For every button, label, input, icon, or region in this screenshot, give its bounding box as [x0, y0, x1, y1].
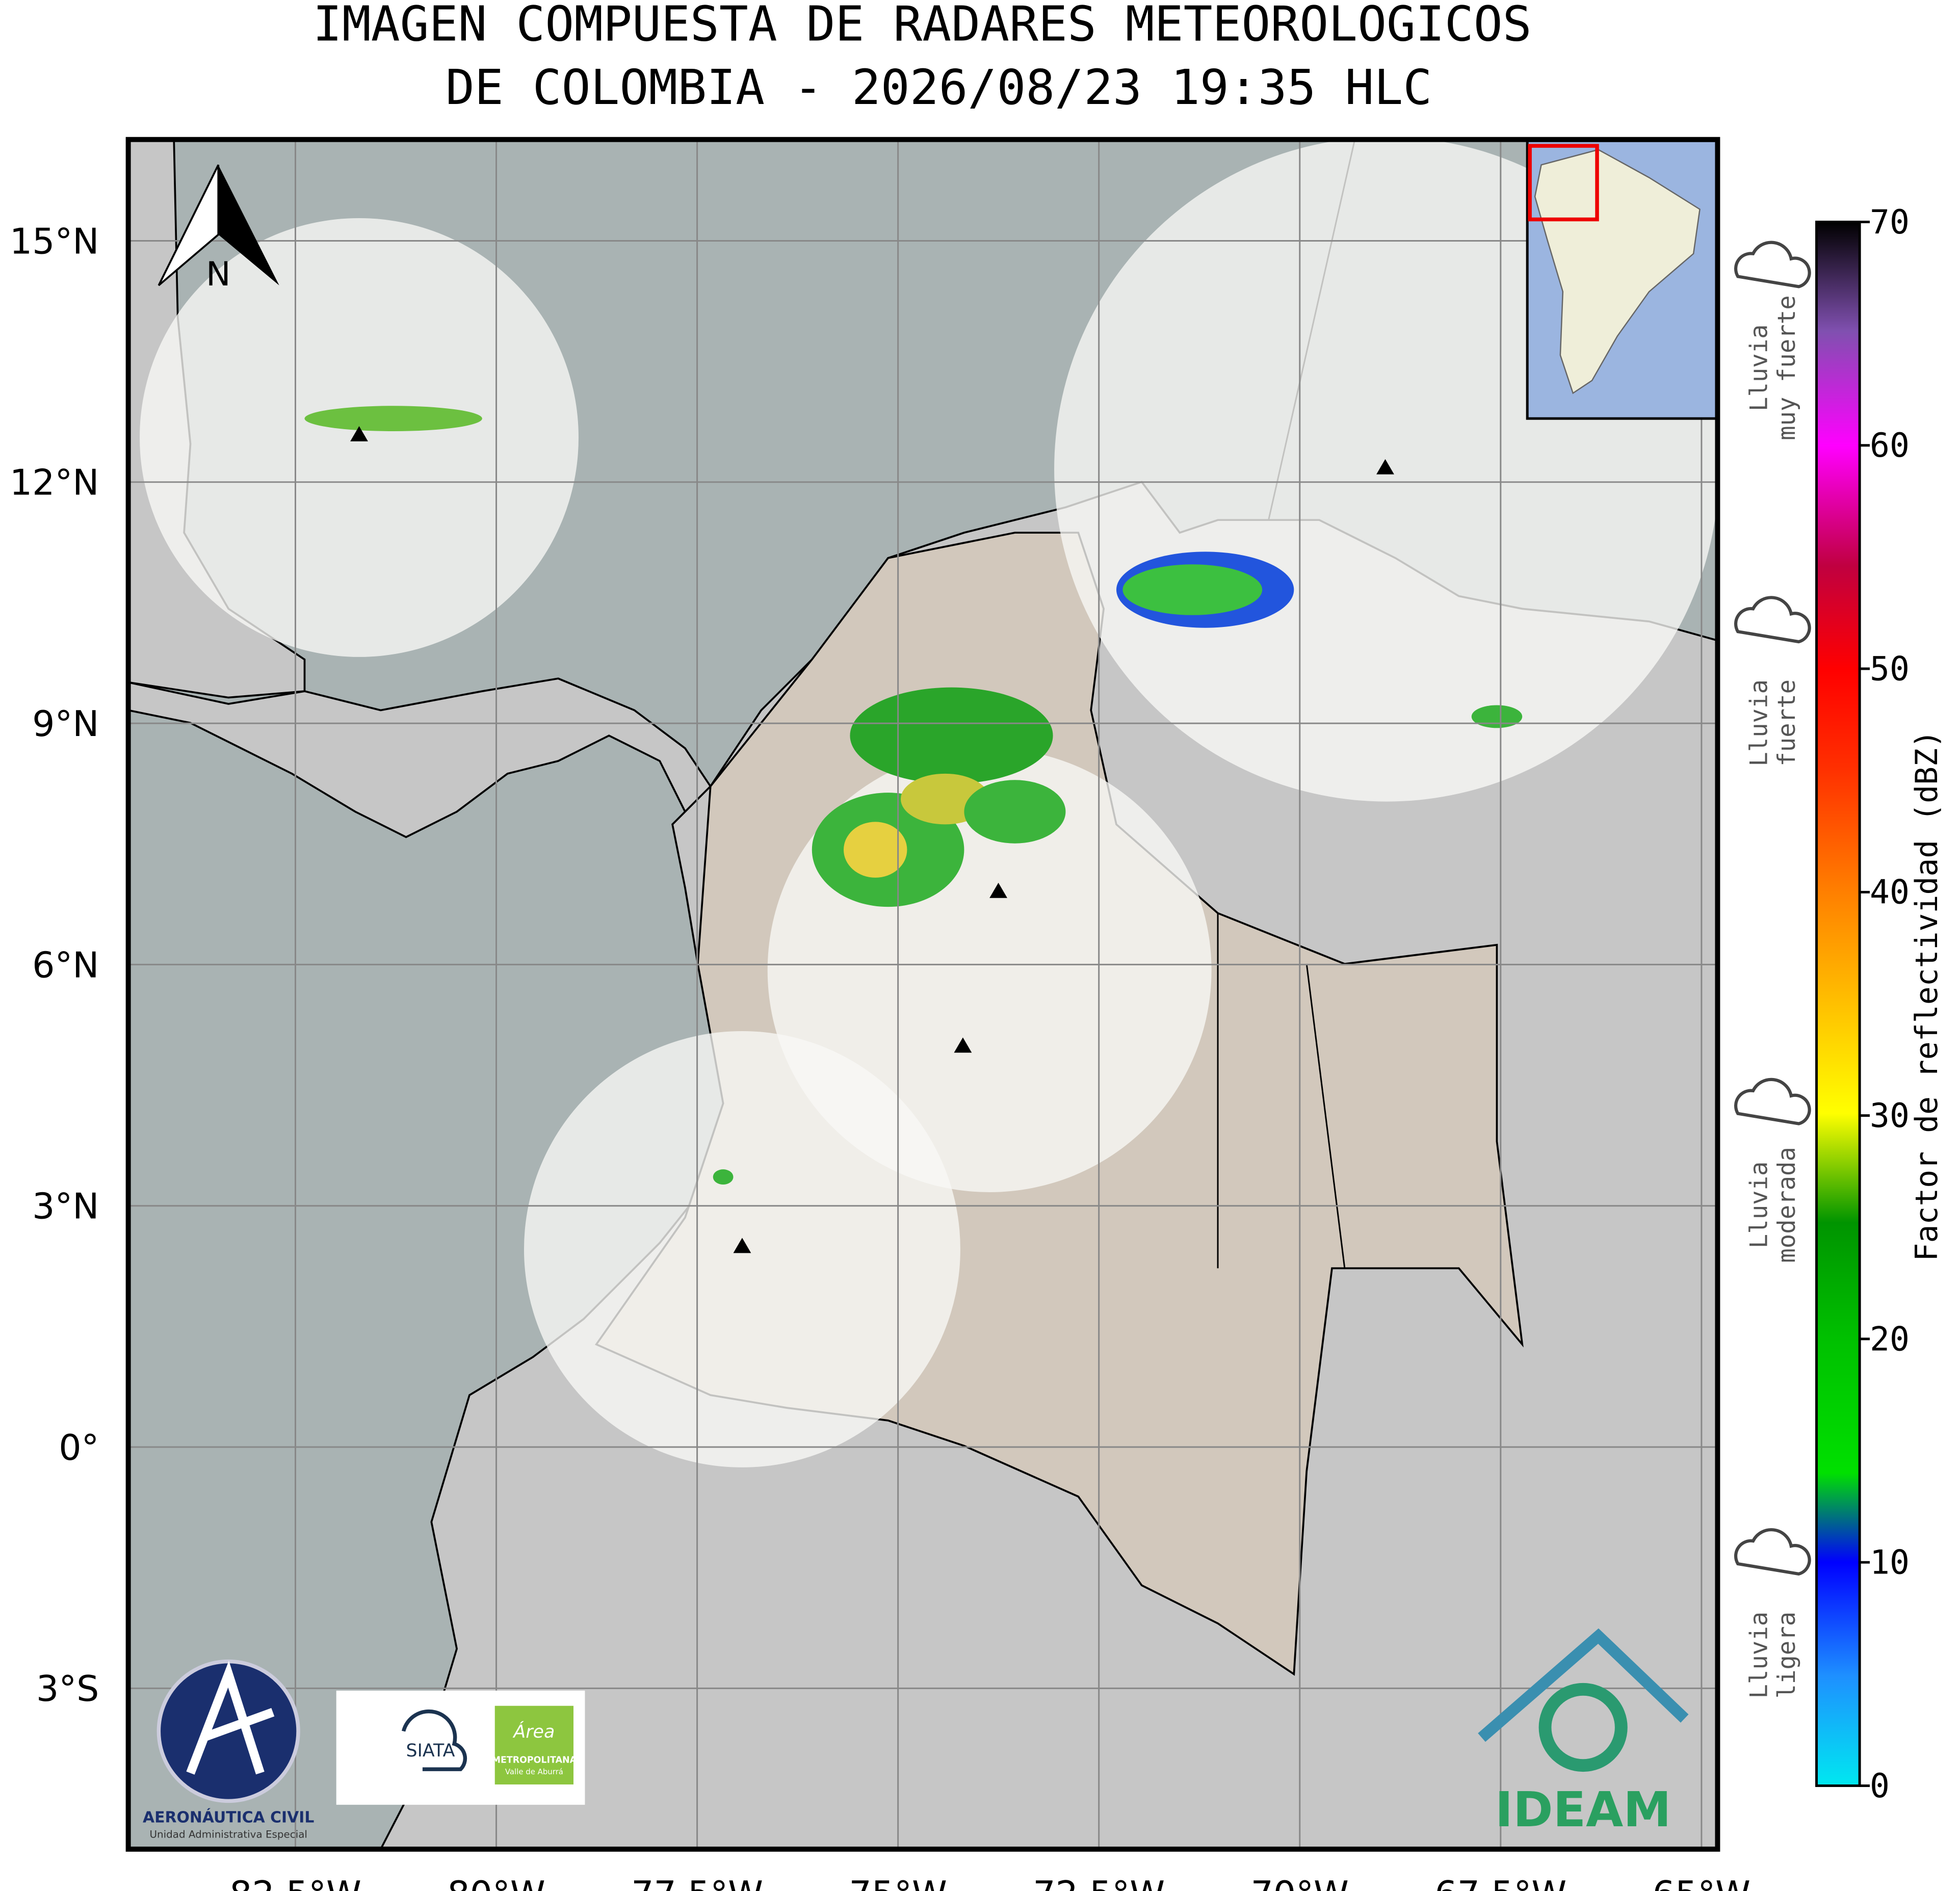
colorbar-label: Factor de reflectividad (dBZ) — [1910, 730, 1945, 1261]
colorbar-tick-label: 50 — [1870, 650, 1910, 688]
intensity-label: Lluvia — [1745, 324, 1773, 411]
radar-echo — [304, 406, 1523, 1185]
land — [128, 677, 712, 838]
weather-icon — [1734, 1078, 1811, 1125]
x-tick-label: 80°W — [447, 1874, 545, 1891]
intensity-label: Lluvia — [1745, 1161, 1773, 1248]
y-tick-label: 0° — [59, 1427, 99, 1468]
x-tick-label: 65°W — [1653, 1874, 1750, 1891]
intensity-label: fuerte — [1773, 679, 1801, 767]
y-tick-label: 12°N — [10, 462, 99, 504]
ideam-logo: IDEAM — [1478, 1628, 1689, 1838]
x-tick-label: 77.5°W — [631, 1874, 763, 1891]
colorbar-tick-label: 0 — [1870, 1767, 1890, 1805]
y-tick-label: 3°S — [36, 1668, 99, 1710]
colorbar-tick-label: 70 — [1870, 203, 1910, 242]
colorbar-tick-label: 40 — [1870, 874, 1910, 912]
colorbar-tick-label: 20 — [1870, 1320, 1910, 1358]
intensity-label: muy fuerte — [1773, 295, 1801, 440]
radar-site — [350, 426, 1394, 1253]
logo-text: Área — [512, 1721, 555, 1742]
logo-text: AERONÁUTICA CIVIL — [143, 1808, 314, 1827]
colorbar-tick-label: 10 — [1870, 1544, 1910, 1582]
intensity-label: Lluvia — [1745, 679, 1773, 767]
intensity-label: ligera — [1773, 1612, 1801, 1699]
logo-text: METROPOLITANA — [492, 1755, 577, 1766]
y-tick-label: 6°N — [32, 944, 99, 986]
logo-text: SIATA — [406, 1741, 455, 1761]
intensity-label: Lluvia — [1745, 1612, 1773, 1699]
north-label: N — [206, 255, 230, 294]
x-tick-label: 75°W — [849, 1874, 947, 1891]
title-line: IMAGEN COMPUESTA DE RADARES METEOROLOGIC… — [313, 0, 1532, 52]
siata-logo: SIATA Área METROPOLITANA Valle de Aburrá — [336, 1690, 585, 1805]
logo-text: Valle de Aburrá — [505, 1767, 563, 1776]
weather-icon — [1734, 596, 1811, 644]
colorbar — [1815, 220, 1861, 1787]
colorbar-tick-label: 30 — [1870, 1097, 1910, 1135]
title-line: DE COLOMBIA - 2026/08/23 19:35 HLC — [446, 60, 1432, 116]
axis-labels: 82.5°W 80°W 77.5°W 75°W 72.5°W 70°W 67.5°W 65°W… — [10, 221, 1750, 1891]
weather-icon — [1734, 241, 1811, 288]
x-tick-label: 67.5°W — [1434, 1874, 1566, 1891]
inset-map — [1526, 139, 1718, 420]
colorbar-tick-label: 60 — [1870, 427, 1910, 465]
x-tick-label: 70°W — [1251, 1874, 1349, 1891]
grid — [128, 139, 1718, 1849]
y-tick-label: 9°N — [32, 703, 99, 745]
map-area — [128, 139, 1718, 1849]
logo-text: Unidad Administrativa Especial — [149, 1828, 307, 1840]
frame — [125, 137, 1720, 1852]
weather-icon — [1734, 1528, 1811, 1576]
y-tick-label: 3°N — [32, 1186, 99, 1227]
aerocivil-logo: AERONÁUTICA CIVIL Unidad Administrativa … — [143, 1659, 314, 1840]
logo-text: IDEAM — [1495, 1782, 1671, 1838]
x-tick-label: 72.5°W — [1033, 1874, 1165, 1891]
x-tick-label: 82.5°W — [229, 1874, 361, 1891]
y-tick-label: 15°N — [10, 221, 99, 262]
intensity-label: moderada — [1773, 1147, 1801, 1263]
